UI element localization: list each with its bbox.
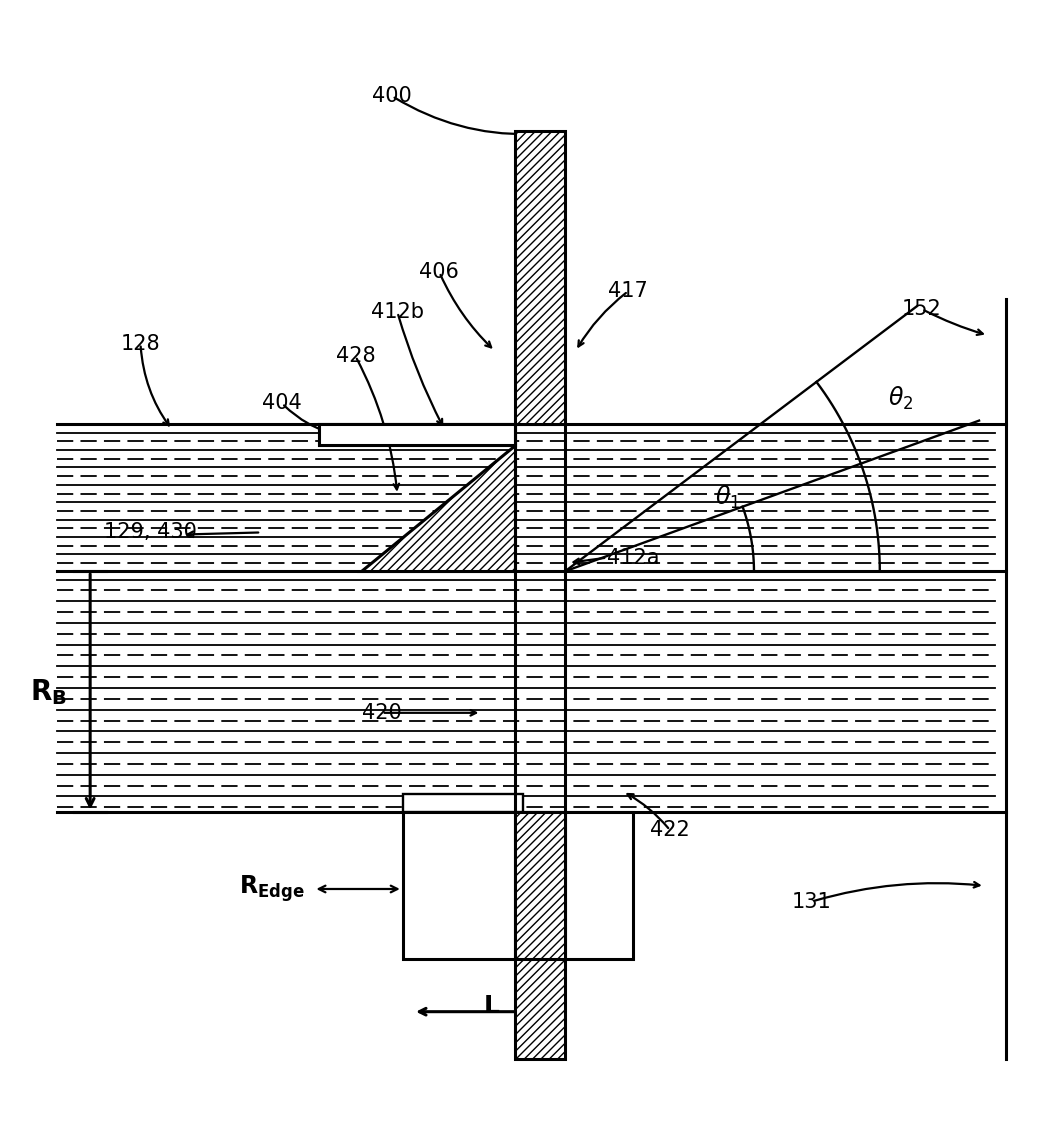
Text: 428: 428: [336, 346, 375, 367]
Text: 410: 410: [435, 908, 475, 927]
Text: 408: 408: [585, 893, 624, 914]
Text: 128: 128: [120, 334, 161, 353]
Text: 402: 402: [519, 215, 559, 235]
Text: $\mathbf{R_{Edge}}$: $\mathbf{R_{Edge}}$: [239, 874, 304, 904]
Text: 131: 131: [792, 892, 832, 911]
Text: 404: 404: [262, 394, 302, 413]
Text: 412a: 412a: [607, 548, 660, 567]
Text: 400: 400: [372, 86, 412, 106]
Text: $\theta_1$: $\theta_1$: [716, 484, 740, 512]
Bar: [319, 424, 515, 445]
Bar: [319, 424, 515, 445]
Bar: [403, 794, 523, 813]
Bar: [515, 813, 565, 959]
Text: 420: 420: [361, 703, 402, 723]
Text: 412b: 412b: [371, 302, 424, 323]
Bar: [403, 813, 633, 959]
Bar: [515, 813, 565, 1058]
Text: 129, 430: 129, 430: [104, 523, 197, 542]
Bar: [515, 131, 565, 424]
Text: L: L: [484, 994, 500, 1019]
Text: 152: 152: [902, 299, 942, 319]
Text: $\mathbf{R_B}$: $\mathbf{R_B}$: [30, 677, 67, 706]
Polygon shape: [360, 445, 515, 572]
Text: 417: 417: [608, 281, 648, 301]
Text: $\theta_2$: $\theta_2$: [888, 385, 913, 412]
Text: 422: 422: [650, 821, 690, 840]
Text: 406: 406: [420, 263, 460, 282]
